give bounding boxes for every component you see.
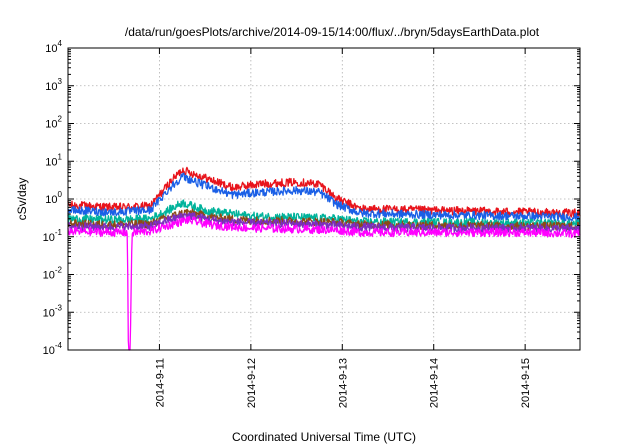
y-tick-label: 102 [45,115,62,131]
y-axis-label: cSv/day [15,178,29,221]
grid [68,48,580,350]
series-layer [67,166,581,351]
series-line [67,215,581,351]
y-tick-label: 10-4 [43,341,63,357]
x-tick-label: 2014-9-15 [520,358,532,408]
y-tick-label: 10-1 [43,228,63,244]
x-tick-label: 2014-9-11 [154,358,166,407]
y-tick-label: 104 [45,39,62,55]
y-tick-label: 100 [45,190,62,206]
x-axis: 2014-9-11 2014-9-12 2014-9-13 2014-9-14 2014… [154,48,532,408]
x-axis-label: Coordinated Universal Time (UTC) [232,430,416,444]
chart-title: /data/run/goesPlots/archive/2014-09-15/1… [125,25,540,39]
x-tick-label: 2014-9-14 [429,358,441,408]
y-tick-label: 10-2 [43,266,63,282]
x-tick-label: 2014-9-12 [246,358,258,408]
series-line [67,212,581,234]
y-tick-label: 103 [45,77,62,93]
y-tick-label: 10-3 [43,303,63,319]
x-tick-label: 2014-9-13 [337,358,349,408]
y-axis: 10-4 10-3 10-2 10-1 100 101 102 103 104 [43,39,580,357]
y-tick-label: 101 [45,152,62,168]
